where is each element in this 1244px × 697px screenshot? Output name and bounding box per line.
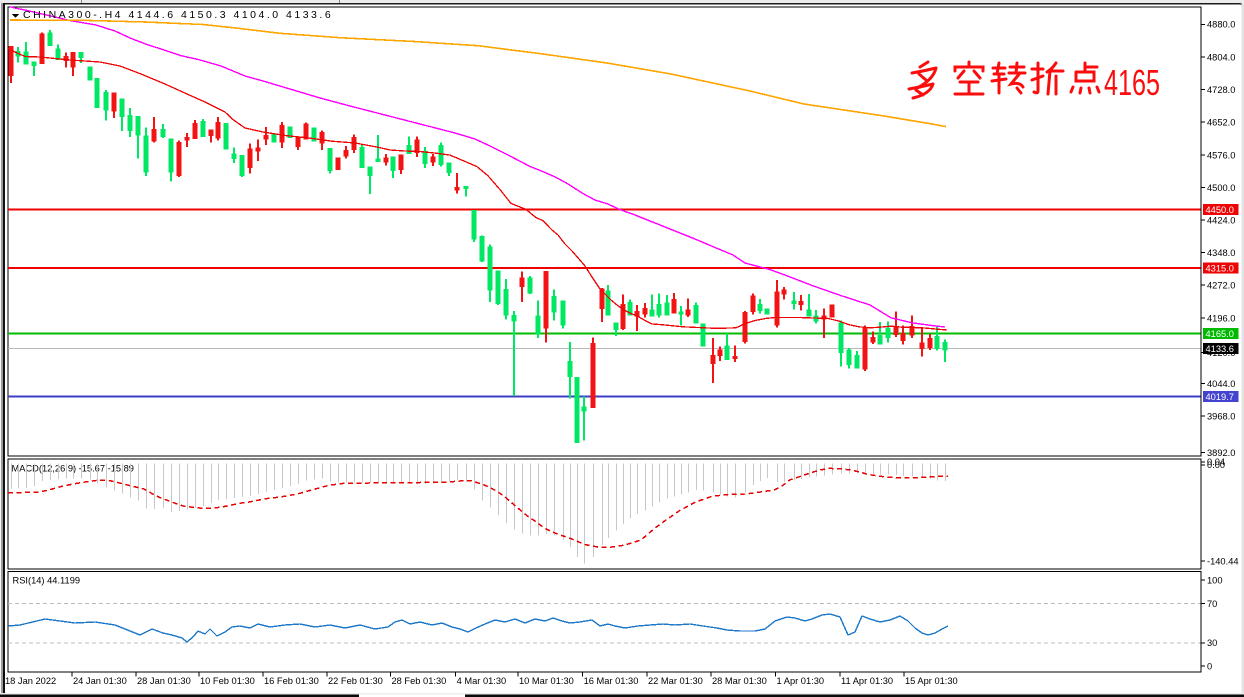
svg-text:4133.6: 4133.6	[1206, 344, 1234, 354]
svg-text:CHINA300-.H4 4144.6 4150.3 41: CHINA300-.H4 4144.6 4150.3 4104.0 4133.6	[23, 9, 333, 21]
svg-text:0.04: 0.04	[1207, 457, 1225, 467]
svg-text:16 Feb 01:30: 16 Feb 01:30	[264, 676, 319, 686]
svg-text:MACD(12,26,9) -15.67 -15.89: MACD(12,26,9) -15.67 -15.89	[12, 464, 134, 474]
svg-text:18 Jan 2022: 18 Jan 2022	[5, 676, 56, 686]
svg-text:0.00: 0.00	[1207, 460, 1225, 470]
svg-text:10 Feb 01:30: 10 Feb 01:30	[200, 676, 255, 686]
svg-text:28 Feb 01:30: 28 Feb 01:30	[392, 676, 447, 686]
svg-text:4165: 4165	[1104, 62, 1160, 103]
svg-text:-140.44: -140.44	[1207, 556, 1239, 566]
svg-text:4880.0: 4880.0	[1207, 20, 1235, 30]
svg-text:3968.0: 3968.0	[1207, 411, 1235, 421]
svg-text:4424.0: 4424.0	[1207, 215, 1235, 225]
svg-text:24 Jan 01:30: 24 Jan 01:30	[73, 676, 127, 686]
svg-text:4450.0: 4450.0	[1206, 205, 1234, 215]
svg-text:70: 70	[1207, 599, 1217, 609]
svg-text:4165.0: 4165.0	[1206, 329, 1234, 339]
svg-text:4804.0: 4804.0	[1207, 52, 1235, 62]
svg-text:100: 100	[1207, 575, 1223, 585]
svg-text:10 Mar 01:30: 10 Mar 01:30	[519, 676, 574, 686]
svg-text:0: 0	[1207, 661, 1212, 671]
svg-text:4315.0: 4315.0	[1206, 264, 1234, 274]
svg-text:4 Mar 01:30: 4 Mar 01:30	[457, 676, 507, 686]
svg-text:11 Apr 01:30: 11 Apr 01:30	[841, 676, 893, 686]
svg-text:4652.0: 4652.0	[1207, 117, 1235, 127]
svg-text:4500.0: 4500.0	[1207, 183, 1235, 193]
svg-text:30: 30	[1207, 638, 1217, 648]
svg-text:4348.0: 4348.0	[1207, 248, 1235, 258]
svg-text:16 Mar 01:30: 16 Mar 01:30	[584, 676, 639, 686]
svg-text:28 Jan 01:30: 28 Jan 01:30	[137, 676, 191, 686]
svg-text:15 Apr 01:30: 15 Apr 01:30	[905, 676, 958, 686]
svg-text:4196.0: 4196.0	[1207, 313, 1235, 323]
svg-text:4272.0: 4272.0	[1207, 280, 1235, 290]
svg-text:4044.0: 4044.0	[1207, 379, 1235, 389]
svg-text:4576.0: 4576.0	[1207, 150, 1235, 160]
svg-text:RSI(14) 44.1199: RSI(14) 44.1199	[13, 576, 81, 586]
svg-text:28 Mar 01:30: 28 Mar 01:30	[712, 676, 767, 686]
svg-text:22 Mar 01:30: 22 Mar 01:30	[648, 676, 703, 686]
svg-text:22 Feb 01:30: 22 Feb 01:30	[328, 676, 383, 686]
svg-text:3892.0: 3892.0	[1207, 448, 1235, 458]
svg-text:4728.0: 4728.0	[1207, 85, 1235, 95]
svg-text:4019.7: 4019.7	[1206, 392, 1234, 402]
svg-text:1 Apr 01:30: 1 Apr 01:30	[777, 676, 825, 686]
